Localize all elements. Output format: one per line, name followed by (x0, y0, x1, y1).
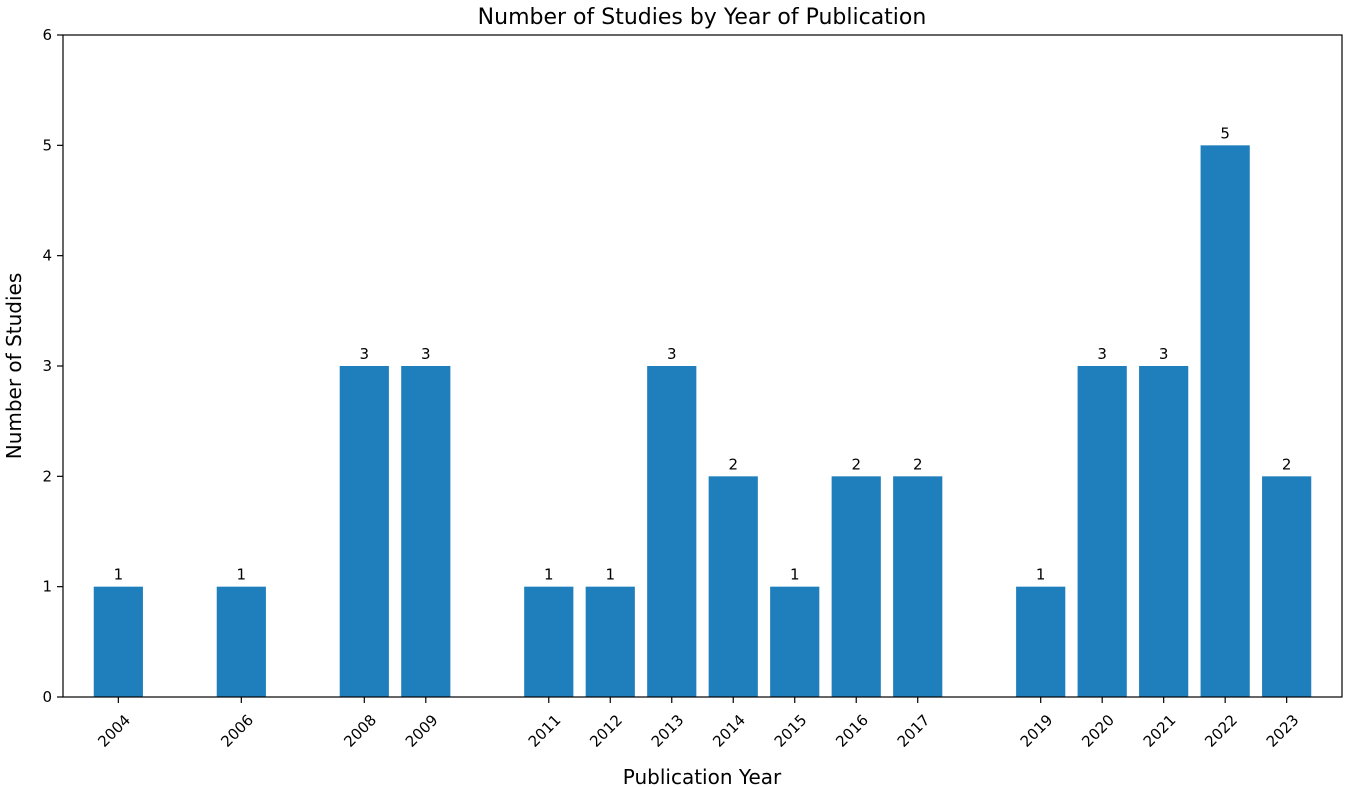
x-tick-label-2008: 2008 (340, 711, 380, 751)
bar-value-label-2004: 1 (114, 566, 124, 584)
bar-value-label-2017: 2 (913, 455, 923, 473)
y-tick-label-6: 6 (42, 26, 52, 44)
x-tick-label-2020: 2020 (1078, 711, 1118, 751)
bar-2004 (93, 586, 143, 697)
x-tick-label-2004: 2004 (94, 711, 134, 751)
bar-2021 (1139, 366, 1189, 697)
x-tick-label-2022: 2022 (1201, 711, 1241, 751)
x-tick-label-2013: 2013 (648, 711, 688, 751)
bar-2014 (708, 476, 758, 697)
bar-value-label-2022: 5 (1220, 124, 1230, 142)
bar-value-label-2021: 3 (1159, 345, 1169, 363)
bar-value-label-2012: 1 (605, 566, 615, 584)
bar-value-label-2020: 3 (1097, 345, 1107, 363)
bar-2006 (216, 586, 266, 697)
x-tick-label-2012: 2012 (586, 711, 626, 751)
bar-value-label-2013: 3 (667, 345, 677, 363)
bar-2020 (1077, 366, 1127, 697)
x-tick-label-2011: 2011 (525, 711, 565, 751)
x-tick-label-2006: 2006 (217, 711, 257, 751)
bar-value-label-2011: 1 (544, 566, 554, 584)
bar-2009 (401, 366, 451, 697)
chart-title: Number of Studies by Year of Publication (478, 5, 927, 30)
x-tick-label-2019: 2019 (1017, 711, 1057, 751)
y-tick-label-4: 4 (42, 247, 52, 265)
bar-value-label-2008: 3 (360, 345, 370, 363)
bar-2016 (831, 476, 881, 697)
bar-2011 (524, 586, 574, 697)
bar-2015 (770, 586, 820, 697)
bar-2023 (1262, 476, 1312, 697)
y-tick-label-2: 2 (42, 467, 52, 485)
bar-2013 (647, 366, 697, 697)
plot-frame (62, 34, 1343, 698)
bar-2017 (893, 476, 943, 697)
bar-value-label-2015: 1 (790, 566, 800, 584)
bar-value-label-2006: 1 (237, 566, 247, 584)
bar-2008 (339, 366, 389, 697)
bar-2012 (585, 586, 635, 697)
y-tick-label-5: 5 (42, 136, 52, 154)
x-tick-label-2015: 2015 (771, 711, 811, 751)
bar-value-label-2023: 2 (1282, 455, 1292, 473)
y-axis-label: Number of Studies (2, 273, 26, 460)
bar-value-label-2009: 3 (421, 345, 431, 363)
bar-value-label-2016: 2 (851, 455, 861, 473)
x-tick-label-2023: 2023 (1263, 711, 1303, 751)
x-tick-label-2021: 2021 (1140, 711, 1180, 751)
bar-value-label-2014: 2 (728, 455, 738, 473)
plot-area: 1200412006320083200912011120123201322014… (42, 26, 1343, 751)
y-tick-label-0: 0 (42, 688, 52, 706)
bar-2019 (1016, 586, 1066, 697)
x-tick-label-2017: 2017 (894, 711, 934, 751)
y-tick-label-1: 1 (42, 578, 52, 596)
x-axis-label: Publication Year (623, 765, 782, 787)
x-tick-label-2014: 2014 (709, 711, 749, 751)
bar-value-label-2019: 1 (1036, 566, 1046, 584)
x-tick-label-2016: 2016 (832, 711, 872, 751)
bar-2022 (1200, 145, 1250, 698)
y-tick-label-3: 3 (42, 357, 52, 375)
x-tick-label-2009: 2009 (402, 711, 442, 751)
